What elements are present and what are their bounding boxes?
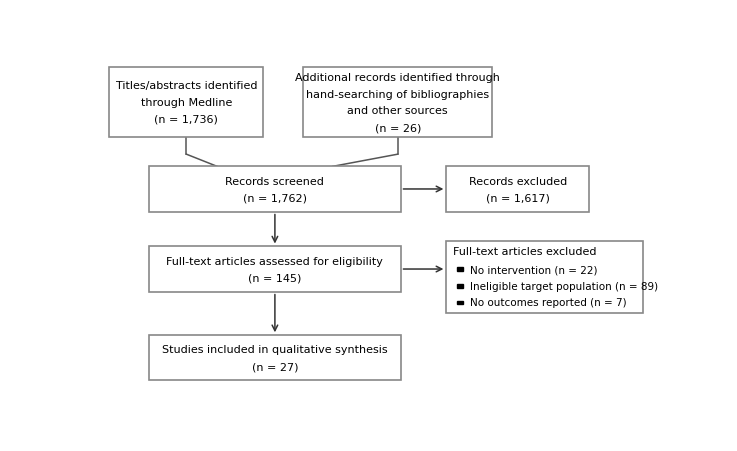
Text: (n = 26): (n = 26): [374, 123, 421, 133]
FancyBboxPatch shape: [304, 68, 492, 138]
FancyBboxPatch shape: [149, 336, 401, 381]
Text: and other sources: and other sources: [347, 106, 448, 116]
FancyBboxPatch shape: [447, 242, 643, 313]
FancyBboxPatch shape: [149, 167, 401, 212]
Text: No outcomes reported (n = 7): No outcomes reported (n = 7): [470, 298, 627, 308]
FancyBboxPatch shape: [109, 68, 264, 138]
Text: (n = 145): (n = 145): [248, 273, 301, 283]
Text: Additional records identified through: Additional records identified through: [296, 73, 500, 83]
Text: (n = 1,617): (n = 1,617): [486, 193, 550, 203]
Text: No intervention (n = 22): No intervention (n = 22): [470, 264, 598, 274]
Text: hand-searching of bibliographies: hand-searching of bibliographies: [306, 89, 489, 99]
Text: Titles/abstracts identified: Titles/abstracts identified: [116, 81, 257, 91]
Text: Records excluded: Records excluded: [469, 176, 567, 186]
Text: Ineligible target population (n = 89): Ineligible target population (n = 89): [470, 281, 658, 291]
Text: (n = 1,736): (n = 1,736): [155, 115, 218, 124]
Text: Full-text articles excluded: Full-text articles excluded: [453, 246, 597, 256]
Text: Records screened: Records screened: [226, 176, 324, 186]
FancyBboxPatch shape: [447, 167, 589, 212]
Text: Full-text articles assessed for eligibility: Full-text articles assessed for eligibil…: [167, 256, 383, 266]
Bar: [456, 284, 463, 288]
Text: (n = 27): (n = 27): [251, 361, 298, 371]
Bar: [456, 301, 463, 305]
Text: (n = 1,762): (n = 1,762): [243, 193, 307, 203]
Bar: [456, 267, 463, 272]
Text: through Medline: through Medline: [141, 98, 232, 108]
Text: Studies included in qualitative synthesis: Studies included in qualitative synthesi…: [162, 345, 388, 354]
FancyBboxPatch shape: [149, 247, 401, 292]
